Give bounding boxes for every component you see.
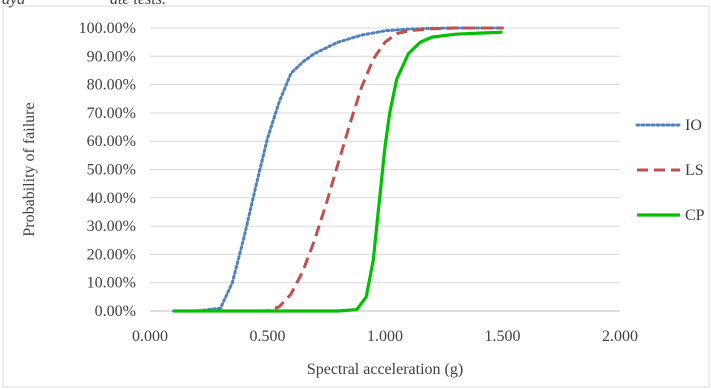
y-tick-label: 70.00% [87, 105, 136, 122]
chart-frame [2, 5, 710, 388]
x-axis-label: Spectral acceleration (g) [307, 361, 463, 378]
header-fragment-right: ate tests. [110, 0, 166, 8]
y-tick-label: 100.00% [79, 20, 136, 37]
y-tick-label: 20.00% [87, 246, 136, 263]
y-tick-label: 0.00% [95, 303, 136, 320]
y-tick-label: 50.00% [87, 162, 136, 179]
series-line-cp [173, 30, 503, 313]
y-tick-label: 80.00% [87, 77, 136, 94]
x-tick-label: 2.000 [602, 328, 638, 345]
y-tick-label: 40.00% [87, 190, 136, 207]
y-axis-label: Probability of failure [21, 102, 38, 236]
y-tick-label: 90.00% [87, 48, 136, 65]
y-tick-label: 60.00% [87, 133, 136, 150]
legend-label-cp: CP [685, 207, 705, 224]
x-tick-labels: 0.000 0.500 1.000 1.500 2.000 [132, 328, 638, 345]
x-tick-label: 1.000 [367, 328, 403, 345]
legend-label-io: IO [685, 117, 702, 134]
x-tick-label: 1.500 [485, 328, 521, 345]
series-line-ls [173, 26, 503, 313]
y-tick-labels: 0.00% 10.00% 20.00% 30.00% 40.00% 50.00% 60.00… [79, 20, 136, 320]
legend-label-ls: LS [685, 162, 704, 179]
x-tick-label: 0.000 [132, 328, 168, 345]
series-lines [172, 26, 504, 313]
x-tick-label: 0.500 [250, 328, 286, 345]
legend: IO LS CP [635, 117, 705, 224]
header-fragment-left: aya [2, 0, 25, 8]
y-tick-label: 30.00% [87, 218, 136, 235]
y-tick-label: 10.00% [87, 275, 136, 292]
